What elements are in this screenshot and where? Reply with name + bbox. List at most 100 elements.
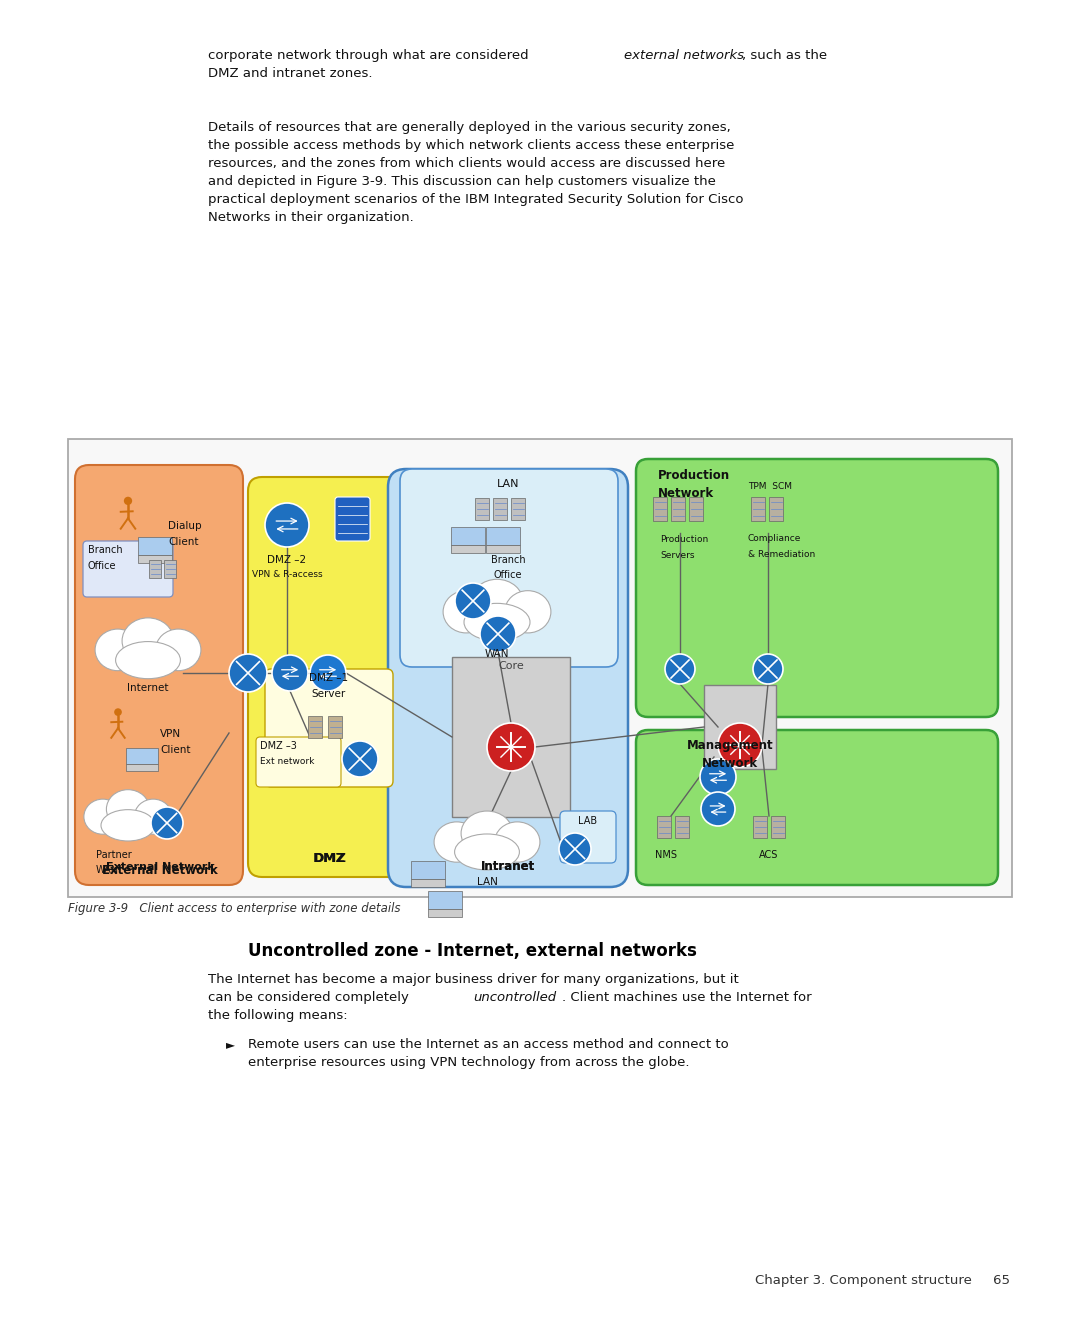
Text: Figure 3-9   Client access to enterprise with zone details: Figure 3-9 Client access to enterprise w… <box>68 902 401 915</box>
Bar <box>428 909 462 917</box>
Circle shape <box>455 583 491 619</box>
FancyBboxPatch shape <box>388 469 627 888</box>
Text: Production: Production <box>660 535 708 544</box>
Bar <box>164 560 176 578</box>
Bar <box>675 817 689 838</box>
FancyBboxPatch shape <box>75 465 243 885</box>
Text: DMZ –3: DMZ –3 <box>260 741 297 751</box>
Bar <box>138 537 172 554</box>
FancyBboxPatch shape <box>400 469 618 666</box>
Text: Branch: Branch <box>490 554 525 565</box>
Circle shape <box>265 503 309 547</box>
FancyBboxPatch shape <box>636 730 998 885</box>
Bar <box>671 497 685 522</box>
Circle shape <box>665 655 696 684</box>
Bar <box>492 498 507 520</box>
Text: ►: ► <box>226 1038 235 1051</box>
Text: The Internet has become a major business driver for many organizations, but it: The Internet has become a major business… <box>208 973 739 986</box>
Text: the possible access methods by which network clients access these enterprise: the possible access methods by which net… <box>208 140 734 151</box>
Text: can be considered completely: can be considered completely <box>208 990 414 1004</box>
Circle shape <box>114 709 122 716</box>
Text: ACS: ACS <box>759 849 779 860</box>
Text: Office: Office <box>494 570 523 579</box>
Text: WAN: WAN <box>485 649 510 658</box>
Text: Core: Core <box>498 661 524 670</box>
Ellipse shape <box>443 591 489 633</box>
Bar <box>328 716 342 738</box>
Ellipse shape <box>434 822 480 863</box>
Circle shape <box>559 832 591 865</box>
Ellipse shape <box>122 618 174 664</box>
Circle shape <box>718 723 762 766</box>
Text: Production: Production <box>658 469 730 482</box>
Ellipse shape <box>116 641 180 678</box>
Ellipse shape <box>464 603 530 641</box>
Ellipse shape <box>102 810 156 842</box>
Bar <box>138 554 172 562</box>
Text: Intranet: Intranet <box>481 860 535 873</box>
Ellipse shape <box>504 591 551 633</box>
Text: DMZ: DMZ <box>314 852 346 865</box>
Text: . Client machines use the Internet for: . Client machines use the Internet for <box>562 990 812 1004</box>
Circle shape <box>310 655 346 691</box>
Text: uncontrolled: uncontrolled <box>473 990 556 1004</box>
Bar <box>126 764 158 770</box>
Text: VPN & R-access: VPN & R-access <box>252 570 322 579</box>
Bar <box>771 817 785 838</box>
Text: Branch: Branch <box>87 545 123 554</box>
Bar <box>486 545 519 553</box>
Text: Remote users can use the Internet as an access method and connect to: Remote users can use the Internet as an … <box>248 1038 729 1051</box>
Bar <box>511 498 525 520</box>
Text: External Network: External Network <box>106 863 214 872</box>
Text: practical deployment scenarios of the IBM Integrated Security Solution for Cisco: practical deployment scenarios of the IB… <box>208 194 743 205</box>
Bar <box>149 560 161 578</box>
Text: DMZ –2: DMZ –2 <box>268 554 307 565</box>
Bar <box>657 817 671 838</box>
Text: External Network: External Network <box>103 864 218 877</box>
Text: Internet: Internet <box>127 684 168 693</box>
FancyBboxPatch shape <box>265 669 393 788</box>
Circle shape <box>700 759 735 795</box>
Text: VPN: VPN <box>160 730 181 739</box>
FancyBboxPatch shape <box>561 811 616 863</box>
Text: enterprise resources using VPN technology from across the globe.: enterprise resources using VPN technolog… <box>248 1056 689 1069</box>
Text: LAN: LAN <box>497 479 519 489</box>
Text: Servers: Servers <box>660 551 694 560</box>
Text: Ext network: Ext network <box>260 757 314 766</box>
FancyBboxPatch shape <box>636 460 998 716</box>
Text: DMZ and intranet zones.: DMZ and intranet zones. <box>208 67 373 80</box>
Bar <box>428 892 462 909</box>
Ellipse shape <box>95 630 140 670</box>
Circle shape <box>342 741 378 777</box>
Text: external networks: external networks <box>624 49 744 62</box>
Bar <box>704 685 777 769</box>
Ellipse shape <box>84 799 122 834</box>
Circle shape <box>124 497 132 504</box>
Text: Network: Network <box>658 487 714 500</box>
Ellipse shape <box>134 799 172 834</box>
Text: Client: Client <box>160 745 190 755</box>
Text: Server: Server <box>312 689 346 699</box>
Ellipse shape <box>455 834 519 871</box>
FancyBboxPatch shape <box>256 738 341 788</box>
Bar <box>653 497 667 522</box>
Bar <box>751 497 765 522</box>
Bar <box>451 545 485 553</box>
Ellipse shape <box>461 811 513 856</box>
Bar <box>753 817 767 838</box>
Text: DMZ –1: DMZ –1 <box>310 673 349 684</box>
Text: Office: Office <box>87 561 117 572</box>
Text: Dialup: Dialup <box>168 522 202 531</box>
Text: WAN: WAN <box>96 865 119 874</box>
Circle shape <box>272 655 308 691</box>
Circle shape <box>487 723 535 770</box>
Text: Chapter 3. Component structure     65: Chapter 3. Component structure 65 <box>755 1274 1010 1287</box>
Text: Client: Client <box>168 537 199 547</box>
Text: the following means:: the following means: <box>208 1009 348 1022</box>
Text: & Remediation: & Remediation <box>748 551 815 558</box>
FancyBboxPatch shape <box>248 477 410 877</box>
Text: and depicted in Figure 3-9. This discussion can help customers visualize the: and depicted in Figure 3-9. This discuss… <box>208 175 716 188</box>
Bar <box>308 716 322 738</box>
Text: NMS: NMS <box>654 849 677 860</box>
Text: Management: Management <box>687 739 773 752</box>
